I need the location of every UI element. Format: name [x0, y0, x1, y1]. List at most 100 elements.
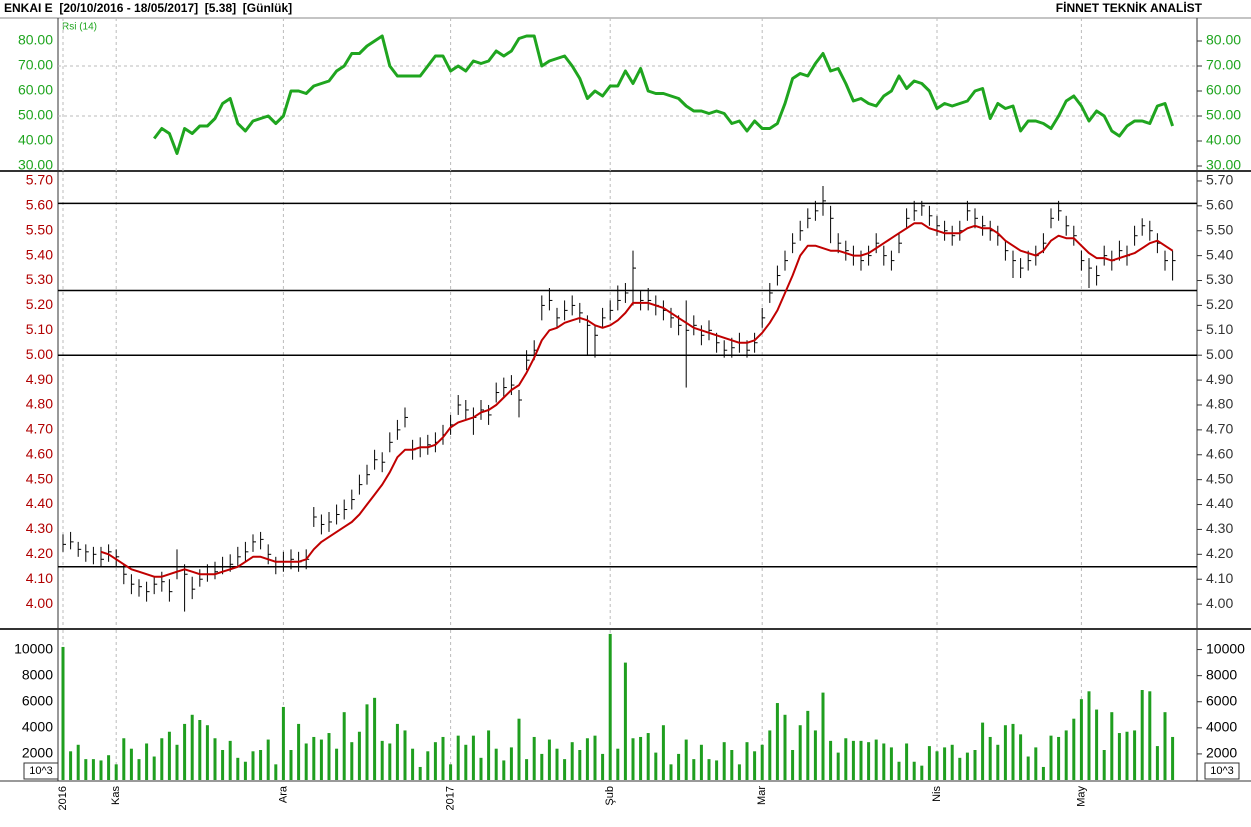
volume-bar [1041, 766, 1045, 780]
volume-bar [312, 736, 316, 780]
indicator-label: Rsi (14) [62, 22, 97, 33]
volume-bar [494, 748, 498, 780]
volume-bar [753, 751, 757, 780]
volume-bar [920, 765, 924, 780]
y-tick-label: 8000 [22, 666, 53, 682]
x-tick-label: Kas [110, 786, 122, 805]
volume-bar [737, 764, 741, 780]
y-tick-label-right: 70.00 [1206, 57, 1241, 73]
volume-bar [783, 714, 787, 780]
volume-bar [1163, 712, 1167, 780]
y-tick-label: 60.00 [18, 82, 53, 98]
volume-bar [137, 759, 141, 780]
x-tick-label: 2016 [57, 786, 69, 810]
y-tick-label-right: 4.30 [1206, 520, 1233, 536]
volume-bar [525, 759, 529, 780]
y-tick-label: 40.00 [18, 132, 53, 148]
volume-bar [669, 764, 673, 780]
volume-bar [692, 759, 696, 780]
volume-bar [585, 738, 589, 780]
unit-label: 10^3 [1210, 765, 1234, 777]
volume-bar [76, 744, 80, 780]
y-tick-label: 4000 [22, 719, 53, 735]
volume-bar [243, 761, 247, 780]
y-tick-label: 5.00 [26, 346, 53, 362]
volume-bar [563, 759, 567, 780]
y-tick-label-right: 4.00 [1206, 595, 1233, 611]
volume-bar [806, 710, 810, 780]
volume-bar [950, 744, 954, 780]
volume-bar [167, 731, 171, 780]
volume-bar [502, 760, 506, 780]
y-tick-label-right: 5.00 [1206, 346, 1233, 362]
y-tick-label-right: 5.60 [1206, 197, 1233, 213]
volume-bar [145, 743, 149, 780]
volume-bar [433, 742, 437, 780]
y-tick-label-right: 80.00 [1206, 32, 1241, 48]
volume-bar [935, 751, 939, 780]
y-tick-label: 5.40 [26, 246, 53, 262]
volume-bar [578, 750, 582, 780]
volume-bar [821, 692, 825, 780]
y-tick-label-right: 30.00 [1206, 157, 1241, 173]
volume-bar [228, 740, 232, 780]
y-tick-label: 30.00 [18, 157, 53, 173]
volume-bar [608, 633, 612, 780]
unit-box [23, 762, 59, 780]
y-tick-label-right: 4.20 [1206, 545, 1233, 561]
unit-label: 10^3 [29, 765, 53, 777]
y-tick-label: 4.70 [26, 421, 53, 437]
y-tick-label-right: 8000 [1206, 666, 1237, 682]
y-tick-label: 4.20 [26, 545, 53, 561]
volume-bar [517, 718, 521, 780]
volume-bar [335, 748, 339, 780]
volume-bar [61, 646, 65, 780]
volume-bar [319, 739, 323, 780]
volume-bar [965, 752, 969, 780]
y-tick-label: 4.50 [26, 470, 53, 486]
volume-bar [1110, 712, 1114, 780]
y-tick-label-right: 5.70 [1206, 172, 1233, 188]
y-tick-label: 4.40 [26, 495, 53, 511]
volume-bar [745, 742, 749, 780]
volume-bar [905, 743, 909, 780]
volume-bar [1133, 730, 1137, 780]
y-tick-label-right: 4.80 [1206, 396, 1233, 412]
volume-bar [1148, 691, 1152, 780]
volume-bar [84, 759, 88, 780]
volume-bar [509, 747, 513, 780]
volume-bar [327, 733, 331, 780]
volume-bar [912, 761, 916, 780]
volume-bar [555, 748, 559, 780]
volume-bar [304, 743, 308, 780]
y-tick-label-right: 2000 [1206, 745, 1237, 761]
volume-bar [274, 764, 278, 780]
volume-bar [426, 751, 430, 780]
volume-bar [1026, 756, 1030, 780]
y-tick-label-right: 40.00 [1206, 132, 1241, 148]
volume-bar [631, 738, 635, 780]
volume-bar [129, 748, 133, 780]
y-tick-label: 2000 [22, 745, 53, 761]
volume-bar [350, 742, 354, 780]
volume-bar [1087, 691, 1091, 780]
volume-bar [411, 748, 415, 780]
volume-bar [1140, 690, 1144, 780]
volume-bar [365, 704, 369, 780]
brand: FİNNET TEKNİK ANALİST [1056, 0, 1203, 15]
y-tick-label: 50.00 [18, 107, 53, 123]
y-tick-label-right: 4.50 [1206, 470, 1233, 486]
volume-bar [395, 723, 399, 780]
volume-bar [616, 748, 620, 780]
y-tick-label-right: 50.00 [1206, 107, 1241, 123]
volume-bar [1003, 725, 1007, 780]
volume-bar [99, 760, 103, 780]
volume-bar [198, 720, 202, 780]
volume-bar [1011, 723, 1015, 780]
volume-bar [851, 740, 855, 780]
volume-bar [570, 742, 574, 780]
volume-bar [487, 730, 491, 780]
volume-bar [213, 738, 217, 780]
volume-bar [297, 723, 301, 780]
